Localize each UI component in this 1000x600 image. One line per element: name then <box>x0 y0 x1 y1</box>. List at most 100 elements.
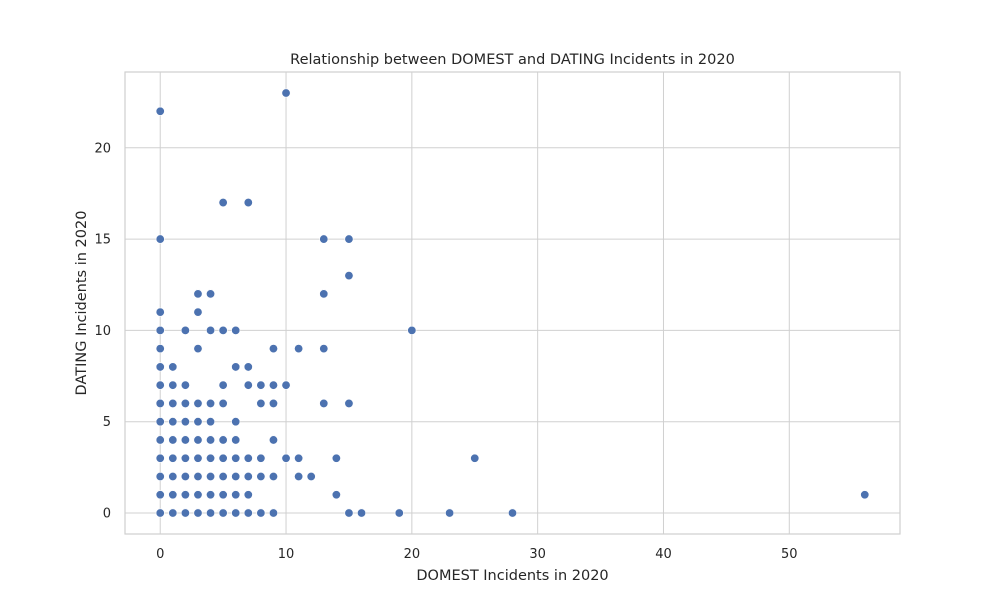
data-point <box>168 471 178 481</box>
data-point <box>155 398 165 408</box>
data-point <box>243 471 253 481</box>
data-point <box>231 417 241 427</box>
data-point <box>243 508 253 518</box>
data-point <box>344 234 354 244</box>
data-point <box>193 471 203 481</box>
data-point <box>231 325 241 335</box>
data-point <box>193 398 203 408</box>
data-point <box>206 490 216 500</box>
data-point <box>206 417 216 427</box>
data-point <box>256 380 266 390</box>
data-point <box>344 398 354 408</box>
data-point <box>319 289 329 299</box>
data-point <box>231 453 241 463</box>
data-point <box>394 508 404 518</box>
x-tick-label: 0 <box>156 547 164 562</box>
data-point <box>168 362 178 372</box>
data-point <box>206 398 216 408</box>
data-point <box>193 453 203 463</box>
data-point <box>180 490 190 500</box>
x-tick-label: 10 <box>278 547 295 562</box>
data-point <box>357 508 367 518</box>
x-tick-label: 30 <box>529 547 546 562</box>
data-point <box>155 380 165 390</box>
data-point <box>155 471 165 481</box>
data-point <box>218 471 228 481</box>
data-point <box>206 453 216 463</box>
data-point <box>319 398 329 408</box>
data-point <box>193 435 203 445</box>
data-point <box>206 325 216 335</box>
data-point <box>268 471 278 481</box>
data-point <box>268 508 278 518</box>
data-point <box>243 380 253 390</box>
data-points <box>155 88 870 518</box>
x-tick-label: 50 <box>781 547 798 562</box>
data-point <box>331 490 341 500</box>
x-tick-labels: 0 10 20 30 40 50 <box>156 547 797 562</box>
data-point <box>507 508 517 518</box>
data-point <box>193 344 203 354</box>
chart-title: Relationship between DOMEST and DATING I… <box>290 52 735 68</box>
data-point <box>155 325 165 335</box>
data-point <box>193 417 203 427</box>
data-point <box>281 380 291 390</box>
y-tick-label: 15 <box>94 233 111 248</box>
data-point <box>231 508 241 518</box>
data-point <box>155 435 165 445</box>
y-tick-label: 10 <box>94 324 111 339</box>
data-point <box>281 88 291 98</box>
data-point <box>319 344 329 354</box>
data-point <box>206 471 216 481</box>
data-point <box>407 325 417 335</box>
data-point <box>155 234 165 244</box>
data-point <box>256 508 266 518</box>
data-point <box>281 453 291 463</box>
data-point <box>180 471 190 481</box>
data-point <box>193 289 203 299</box>
x-axis-label: DOMEST Incidents in 2020 <box>416 568 608 584</box>
data-point <box>180 508 190 518</box>
y-tick-labels: 0 5 10 15 20 <box>94 141 111 521</box>
data-point <box>243 198 253 208</box>
data-point <box>180 380 190 390</box>
data-point <box>180 453 190 463</box>
data-point <box>218 508 228 518</box>
data-point <box>218 380 228 390</box>
data-point <box>344 271 354 281</box>
data-point <box>231 362 241 372</box>
data-point <box>168 453 178 463</box>
data-point <box>155 453 165 463</box>
x-tick-label: 40 <box>655 547 672 562</box>
data-point <box>256 398 266 408</box>
data-point <box>306 471 316 481</box>
data-point <box>268 344 278 354</box>
y-tick-label: 20 <box>94 141 111 156</box>
data-point <box>268 398 278 408</box>
data-point <box>218 435 228 445</box>
data-point <box>231 435 241 445</box>
y-axis-label: DATING Incidents in 2020 <box>74 211 90 396</box>
data-point <box>860 490 870 500</box>
data-point <box>256 471 266 481</box>
data-point <box>231 471 241 481</box>
data-point <box>155 490 165 500</box>
data-point <box>155 106 165 116</box>
data-point <box>193 508 203 518</box>
data-point <box>243 490 253 500</box>
plot-area-frame <box>124 71 901 535</box>
data-point <box>331 453 341 463</box>
data-point <box>206 508 216 518</box>
data-point <box>294 344 304 354</box>
data-point <box>206 289 216 299</box>
data-point <box>268 435 278 445</box>
data-point <box>180 417 190 427</box>
data-point <box>231 490 241 500</box>
data-point <box>319 234 329 244</box>
data-point <box>294 471 304 481</box>
data-point <box>243 362 253 372</box>
data-point <box>168 508 178 518</box>
data-point <box>180 398 190 408</box>
